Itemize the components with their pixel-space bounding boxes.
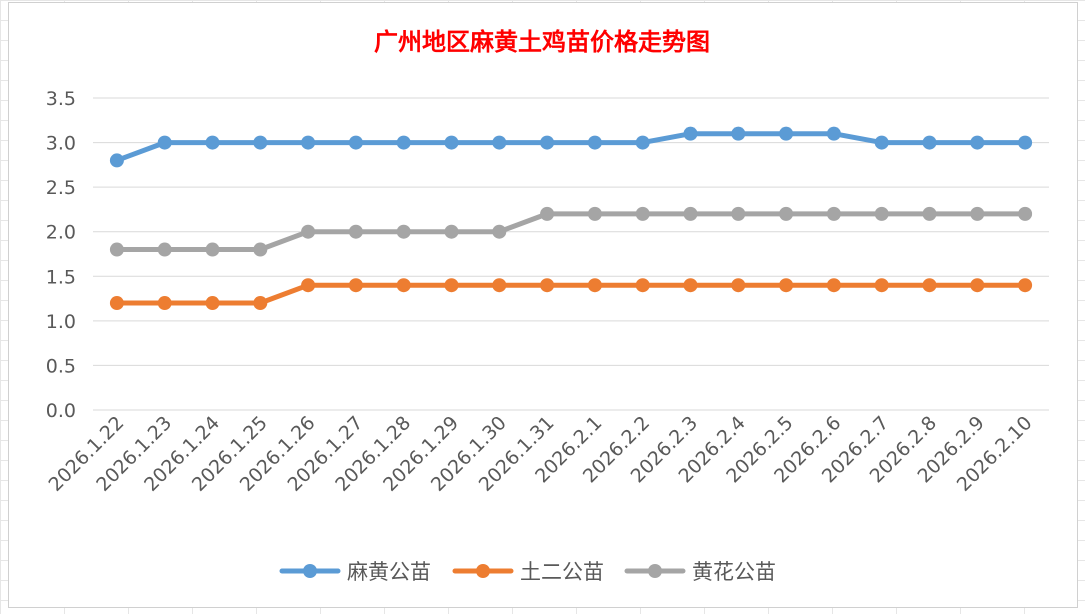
data-point bbox=[779, 278, 794, 293]
data-point bbox=[348, 135, 363, 150]
data-point bbox=[540, 206, 555, 221]
data-point bbox=[301, 135, 316, 150]
data-point bbox=[444, 224, 459, 239]
data-point bbox=[779, 126, 794, 141]
y-tick-label: 0.5 bbox=[46, 355, 76, 377]
data-point bbox=[492, 224, 507, 239]
legend[interactable]: 麻黄公苗 土二公苗 黄花公苗 bbox=[279, 560, 776, 584]
data-point bbox=[922, 206, 937, 221]
data-point bbox=[1018, 206, 1033, 221]
series-line bbox=[114, 211, 1028, 252]
data-point bbox=[205, 242, 220, 257]
series-line bbox=[114, 282, 1028, 306]
data-point bbox=[731, 206, 746, 221]
data-point bbox=[683, 278, 698, 293]
data-point bbox=[253, 296, 268, 311]
data-point bbox=[301, 224, 316, 239]
data-point bbox=[492, 278, 507, 293]
x-axis: 2026.1.222026.1.232026.1.242026.1.252026… bbox=[44, 412, 1036, 496]
data-point bbox=[348, 278, 363, 293]
series-line bbox=[114, 131, 1028, 163]
chart-title: 广州地区麻黄土鸡苗价格走势图 bbox=[374, 27, 710, 56]
data-point bbox=[635, 135, 650, 150]
data-point bbox=[1018, 278, 1033, 293]
data-point bbox=[205, 135, 220, 150]
data-point bbox=[396, 224, 411, 239]
series-group bbox=[109, 126, 1033, 311]
y-tick-label: 2.0 bbox=[46, 222, 76, 244]
data-point bbox=[253, 242, 268, 257]
y-axis: 0.0 0.5 1.0 1.5 2.0 2.5 3.0 3.5 bbox=[46, 88, 76, 422]
data-point bbox=[635, 278, 650, 293]
y-tick-label: 1.5 bbox=[46, 266, 76, 288]
data-point bbox=[922, 278, 937, 293]
data-point bbox=[635, 206, 650, 221]
data-point bbox=[157, 296, 172, 311]
legend-label: 麻黄公苗 bbox=[347, 560, 431, 584]
data-point bbox=[301, 278, 316, 293]
data-point bbox=[444, 278, 459, 293]
data-point bbox=[826, 278, 841, 293]
data-point bbox=[444, 135, 459, 150]
data-point bbox=[970, 206, 985, 221]
data-point bbox=[683, 206, 698, 221]
y-tick-label: 3.0 bbox=[46, 133, 76, 155]
data-point bbox=[109, 296, 124, 311]
data-point bbox=[826, 206, 841, 221]
data-point bbox=[157, 135, 172, 150]
data-point bbox=[922, 135, 937, 150]
legend-swatch-marker bbox=[476, 564, 490, 578]
data-point bbox=[396, 135, 411, 150]
y-tick-label: 3.5 bbox=[46, 88, 76, 110]
data-point bbox=[874, 135, 889, 150]
data-point bbox=[779, 206, 794, 221]
data-point bbox=[587, 278, 602, 293]
data-point bbox=[731, 126, 746, 141]
data-point bbox=[348, 224, 363, 239]
data-point bbox=[587, 135, 602, 150]
data-point bbox=[731, 278, 746, 293]
y-tick-label: 0.0 bbox=[46, 400, 76, 422]
data-point bbox=[109, 153, 124, 168]
data-point bbox=[540, 278, 555, 293]
legend-swatch-marker bbox=[648, 564, 662, 578]
y-tick-label: 1.0 bbox=[46, 311, 76, 333]
data-point bbox=[205, 296, 220, 311]
data-point bbox=[253, 135, 268, 150]
data-point bbox=[540, 135, 555, 150]
data-point bbox=[970, 278, 985, 293]
data-point bbox=[109, 242, 124, 257]
data-point bbox=[396, 278, 411, 293]
data-point bbox=[1018, 135, 1033, 150]
data-point bbox=[157, 242, 172, 257]
data-point bbox=[492, 135, 507, 150]
data-point bbox=[874, 278, 889, 293]
y-tick-label: 2.5 bbox=[46, 177, 76, 199]
data-point bbox=[683, 126, 698, 141]
legend-swatch-marker bbox=[303, 564, 317, 578]
data-point bbox=[826, 126, 841, 141]
data-point bbox=[874, 206, 889, 221]
data-point bbox=[970, 135, 985, 150]
legend-label: 黄花公苗 bbox=[692, 560, 776, 584]
data-point bbox=[587, 206, 602, 221]
legend-label: 土二公苗 bbox=[520, 560, 604, 584]
